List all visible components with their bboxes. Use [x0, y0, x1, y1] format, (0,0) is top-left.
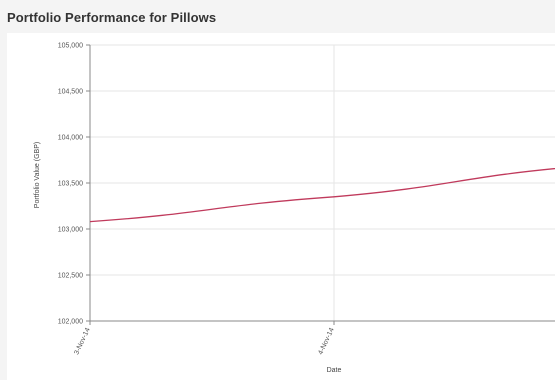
x-tick-label: 4-Nov-14 — [317, 327, 336, 356]
chart-area: 102,000 102,500 103,000 103,500 104,000 104,5… — [7, 33, 555, 380]
y-tick-label: 103,000 — [58, 227, 83, 234]
series-line — [89, 167, 555, 223]
y-axis-title: Portfolio Value (GBP) — [34, 142, 41, 208]
x-axis-title: Date — [327, 367, 342, 374]
chart-title: Portfolio Performance for Pillows — [7, 10, 217, 25]
y-tick-label: 105,000 — [58, 43, 83, 50]
line-chart: 102,000 102,500 103,000 103,500 104,000 104,5… — [34, 43, 555, 374]
y-tick-label: 104,500 — [58, 89, 83, 96]
x-tick-label: 3-Nov-14 — [73, 327, 92, 356]
y-tick-label: 102,500 — [58, 273, 83, 280]
y-tick-label: 102,000 — [58, 319, 83, 326]
y-tick-label: 103,500 — [58, 181, 83, 188]
y-tick-label: 104,000 — [58, 135, 83, 142]
